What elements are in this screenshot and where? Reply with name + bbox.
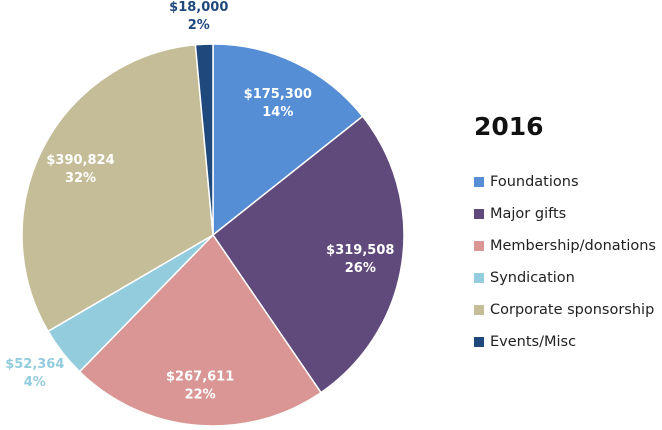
legend-item: Foundations xyxy=(474,166,656,198)
data-label-value: $319,508 xyxy=(326,243,394,258)
data-label-value: $390,824 xyxy=(46,153,114,168)
legend-item: Syndication xyxy=(474,262,656,294)
legend-label: Membership/donations xyxy=(490,238,656,254)
legend-label: Syndication xyxy=(490,270,575,286)
pie-slice-corporate-sponsorship xyxy=(21,43,214,333)
legend-label: Corporate sponsorship xyxy=(490,302,655,318)
legend-swatch xyxy=(474,209,484,219)
legend-swatch xyxy=(474,273,484,283)
legend-item: Corporate sponsorship xyxy=(474,294,656,326)
legend-item: Major gifts xyxy=(474,198,656,230)
pie-slice-foundations xyxy=(212,43,364,237)
data-label-value: $267,611 xyxy=(166,369,234,384)
legend: Foundations Major gifts Membership/donatio… xyxy=(474,166,656,358)
pie-slice-events-misc xyxy=(194,43,214,236)
legend-label: Events/Misc xyxy=(490,334,577,350)
legend-label: Foundations xyxy=(490,174,579,190)
legend-label: Major gifts xyxy=(490,206,567,222)
data-label-percent: 2% xyxy=(188,18,210,33)
legend-item: Membership/donations xyxy=(474,230,656,262)
pie-slice-membership-donations xyxy=(78,233,323,427)
data-label-value: $175,300 xyxy=(244,87,312,102)
legend-item: Events/Misc xyxy=(474,326,656,358)
legend-swatch xyxy=(474,241,484,251)
data-label-percent: 4% xyxy=(24,375,46,390)
data-label-percent: 22% xyxy=(185,387,216,402)
legend-swatch xyxy=(474,177,484,187)
data-label-percent: 26% xyxy=(345,261,376,276)
data-label-percent: 14% xyxy=(262,105,293,120)
legend-swatch xyxy=(474,337,484,347)
chart-title: 2016 xyxy=(474,112,544,141)
pie-slice-major-gifts xyxy=(211,115,405,394)
legend-swatch xyxy=(474,305,484,315)
data-label-value: $52,364 xyxy=(5,357,64,372)
data-label-value: $18,000 xyxy=(169,0,228,15)
data-label-percent: 32% xyxy=(65,171,96,186)
